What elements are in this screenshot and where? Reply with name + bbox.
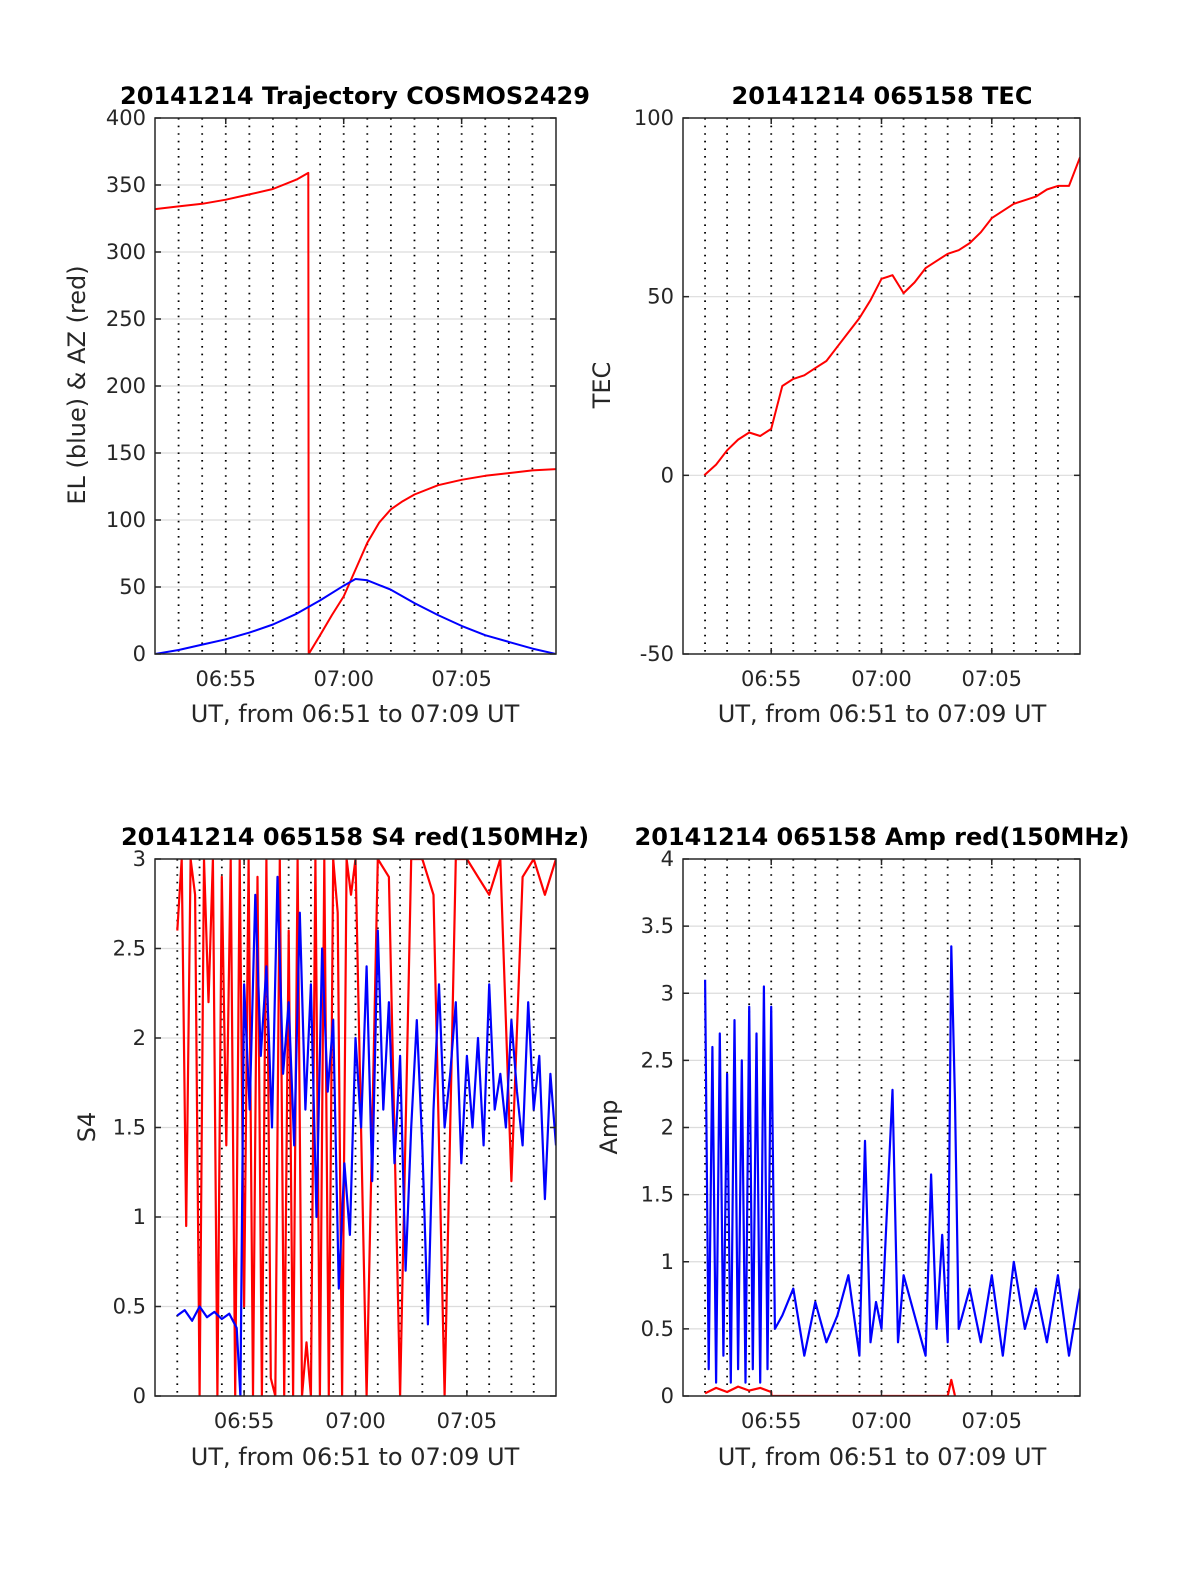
series-layer	[155, 171, 556, 654]
chart-title: 20141214 065158 Amp red(150MHz)	[635, 823, 1130, 851]
y-tick-label: 350	[106, 173, 146, 197]
x-tick-label: 06:55	[214, 1409, 275, 1433]
x-axis-label: UT, from 06:51 to 07:09 UT	[191, 700, 520, 728]
chart-title: 20141214 065158 TEC	[732, 82, 1033, 110]
chart-trajectory: 20141214 Trajectory COSMOS2429 UT, from …	[63, 82, 590, 728]
chart-tec: 20141214 065158 TEC UT, from 06:51 to 07…	[588, 82, 1081, 728]
y-tick-label: 0.5	[641, 1317, 674, 1341]
x-tick-label: 06:55	[741, 667, 802, 691]
y-axis-label: Amp	[595, 1099, 623, 1154]
x-tick-label: 07:00	[851, 667, 912, 691]
series-line-0	[704, 1378, 957, 1396]
y-tick-label: 50	[647, 285, 674, 309]
x-tick-label: 06:55	[741, 1409, 802, 1433]
chart-title: 20141214 065158 S4 red(150MHz)	[121, 823, 589, 851]
x-tick-label: 07:00	[325, 1409, 386, 1433]
y-tick-label: 0	[133, 642, 146, 666]
x-axis-label: UT, from 06:51 to 07:09 UT	[191, 1443, 520, 1471]
x-axis-label: UT, from 06:51 to 07:09 UT	[718, 700, 1047, 728]
y-tick-label: 3	[133, 847, 146, 871]
y-tick-label: -50	[640, 642, 674, 666]
chart-s4: 20141214 065158 S4 red(150MHz) UT, from …	[73, 823, 589, 1471]
series-line-1	[176, 875, 556, 1396]
chart-amp: 20141214 065158 Amp red(150MHz) UT, from…	[595, 823, 1129, 1471]
y-tick-label: 100	[106, 508, 146, 532]
y-axis-label: S4	[73, 1112, 101, 1143]
x-tick-label: 07:00	[313, 667, 374, 691]
x-tick-label: 06:55	[195, 667, 256, 691]
y-tick-label: 2	[133, 1026, 146, 1050]
y-tick-label: 4	[661, 847, 674, 871]
series-line-0	[176, 859, 556, 1396]
series-line-1	[704, 945, 1080, 1384]
y-tick-label: 0.5	[113, 1295, 146, 1319]
y-axis-label: EL (blue) & AZ (red)	[63, 265, 91, 504]
x-tick-label: 07:05	[962, 1409, 1023, 1433]
y-tick-label: 3	[661, 981, 674, 1005]
y-tick-label: 50	[119, 575, 146, 599]
y-tick-label: 3.5	[641, 914, 674, 938]
y-tick-label: 1.5	[113, 1116, 146, 1140]
series-layer	[703, 156, 1080, 477]
y-tick-label: 0	[133, 1384, 146, 1408]
y-tick-label: 150	[106, 441, 146, 465]
series-layer	[176, 859, 556, 1396]
x-axis-label: UT, from 06:51 to 07:09 UT	[718, 1443, 1047, 1471]
plot-area	[683, 118, 1080, 654]
x-tick-label: 07:05	[437, 1409, 498, 1433]
y-tick-label: 2.5	[641, 1048, 674, 1072]
y-tick-label: 400	[106, 106, 146, 130]
x-tick-label: 07:00	[851, 1409, 912, 1433]
y-tick-label: 300	[106, 240, 146, 264]
y-tick-label: 0	[661, 1384, 674, 1408]
y-tick-label: 0	[661, 463, 674, 487]
y-tick-label: 2	[661, 1116, 674, 1140]
chart-title: 20141214 Trajectory COSMOS2429	[120, 82, 590, 110]
x-tick-label: 07:05	[962, 667, 1023, 691]
y-tick-label: 2.5	[113, 937, 146, 961]
series-layer	[704, 945, 1080, 1396]
y-tick-label: 100	[634, 106, 674, 130]
y-tick-label: 1	[661, 1250, 674, 1274]
y-tick-label: 1	[133, 1205, 146, 1229]
x-tick-label: 07:05	[431, 667, 492, 691]
series-line-1	[155, 578, 556, 654]
y-tick-label: 1.5	[641, 1183, 674, 1207]
series-line-0	[703, 156, 1080, 477]
y-tick-label: 250	[106, 307, 146, 331]
y-tick-label: 200	[106, 374, 146, 398]
y-axis-label: TEC	[588, 362, 616, 410]
